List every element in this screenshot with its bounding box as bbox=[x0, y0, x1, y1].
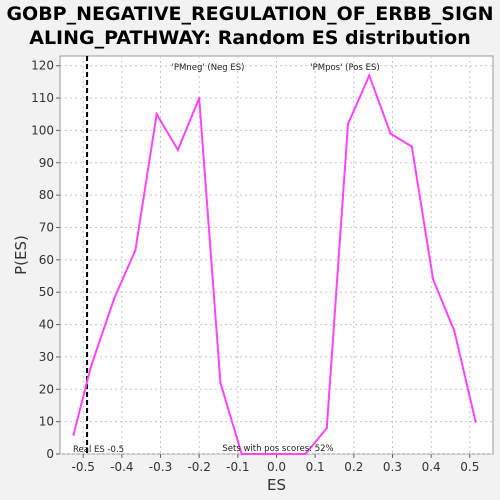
x-tick-label: -0.4 bbox=[110, 460, 133, 474]
pos-scores-label: Sets with pos scores: 52% bbox=[222, 444, 333, 454]
x-tick-label: 0.1 bbox=[306, 460, 325, 474]
series-point bbox=[155, 113, 158, 116]
chart-title-line-2: ALING_PATHWAY: Random ES distribution bbox=[29, 27, 471, 49]
x-tick-label: 0.4 bbox=[422, 460, 441, 474]
x-tick-label: -0.3 bbox=[149, 460, 172, 474]
x-tick-label: 0.0 bbox=[267, 460, 286, 474]
plot-area bbox=[59, 55, 494, 455]
series-point bbox=[325, 426, 328, 430]
y-tick-label: 0 bbox=[46, 447, 54, 461]
chart-title: GOBP_NEGATIVE_REGULATION_OF_ERBB_SIGN AL… bbox=[0, 2, 500, 50]
series-point bbox=[431, 278, 435, 281]
series-point bbox=[134, 248, 137, 252]
y-tick-label: 30 bbox=[39, 350, 54, 364]
series-point bbox=[389, 132, 392, 135]
grid-lines bbox=[60, 56, 493, 455]
y-tick-label: 70 bbox=[39, 220, 54, 234]
neg-es-legend-label: 'PMneg' (Neg ES) bbox=[172, 63, 245, 73]
y-tick-label: 50 bbox=[39, 285, 54, 299]
series-point bbox=[219, 381, 222, 385]
x-axis-title: ES bbox=[267, 476, 286, 494]
series-point bbox=[304, 452, 307, 456]
series-point bbox=[453, 329, 456, 333]
series-point bbox=[240, 452, 243, 456]
x-tick-label: 0.2 bbox=[344, 460, 363, 474]
y-tick-label: 110 bbox=[31, 91, 54, 105]
real-es-label: Real ES -0.5 bbox=[73, 445, 124, 455]
es-distribution-series-line bbox=[72, 72, 477, 455]
series-point bbox=[176, 148, 180, 152]
pos-es-legend-label: 'PMpos' (Pos ES) bbox=[310, 63, 379, 73]
x-tick-label: 0.5 bbox=[460, 460, 479, 474]
y-tick-label: 40 bbox=[39, 318, 54, 332]
series-point bbox=[410, 145, 414, 148]
y-tick-label: 120 bbox=[31, 59, 54, 73]
series-point bbox=[89, 365, 93, 368]
series-point bbox=[283, 452, 286, 456]
x-tick-label: -0.2 bbox=[187, 460, 210, 474]
y-axis-ticks: 0 10 20 30 40 50 60 70 80 90 100 110 120 bbox=[31, 59, 60, 461]
y-tick-label: 90 bbox=[39, 156, 54, 170]
y-tick-label: 60 bbox=[39, 253, 54, 267]
x-tick-label: 0.3 bbox=[383, 460, 402, 474]
chart-title-line-1: GOBP_NEGATIVE_REGULATION_OF_ERBB_SIGN bbox=[6, 3, 494, 25]
x-tick-label: -0.5 bbox=[71, 460, 94, 474]
series-points bbox=[72, 74, 477, 456]
series-point bbox=[72, 433, 75, 436]
y-axis-title: P(ES) bbox=[12, 235, 30, 275]
series-point bbox=[197, 96, 201, 100]
y-tick-label: 20 bbox=[39, 382, 54, 396]
x-tick-label: -0.1 bbox=[226, 460, 249, 474]
series-point bbox=[112, 297, 116, 300]
y-tick-label: 10 bbox=[39, 415, 54, 429]
series-point bbox=[346, 122, 350, 126]
series-point bbox=[368, 74, 371, 77]
y-tick-label: 80 bbox=[39, 188, 54, 202]
series-point bbox=[474, 420, 477, 423]
x-axis-ticks: -0.5 -0.4 -0.3 -0.2 -0.1 0.0 0.1 0.2 0.3 0.4 0.5 bbox=[71, 454, 479, 474]
series-point bbox=[261, 452, 265, 456]
y-tick-label: 100 bbox=[31, 123, 54, 137]
